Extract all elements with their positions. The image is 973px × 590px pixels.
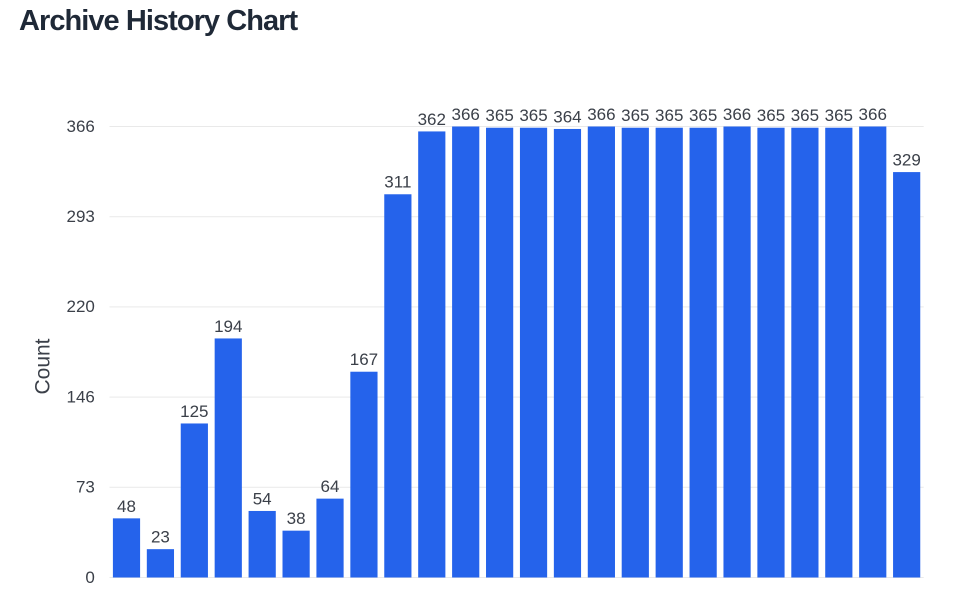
- svg-text:64: 64: [321, 477, 340, 496]
- svg-text:125: 125: [180, 402, 208, 421]
- svg-text:54: 54: [253, 489, 272, 508]
- svg-text:293: 293: [67, 207, 95, 226]
- svg-text:167: 167: [350, 350, 378, 369]
- svg-text:365: 365: [655, 106, 683, 125]
- svg-text:365: 365: [621, 106, 649, 125]
- svg-text:Count: Count: [32, 338, 55, 394]
- svg-text:366: 366: [452, 105, 480, 124]
- svg-text:38: 38: [287, 509, 306, 528]
- svg-text:365: 365: [825, 106, 853, 125]
- svg-text:73: 73: [76, 478, 95, 497]
- svg-text:362: 362: [418, 110, 446, 129]
- svg-text:365: 365: [689, 106, 717, 125]
- svg-text:329: 329: [892, 150, 920, 169]
- svg-text:311: 311: [384, 173, 411, 192]
- svg-text:365: 365: [519, 106, 547, 125]
- svg-text:0: 0: [85, 568, 94, 587]
- svg-text:366: 366: [859, 105, 887, 124]
- svg-text:220: 220: [67, 297, 95, 316]
- svg-text:23: 23: [151, 528, 170, 547]
- svg-text:366: 366: [587, 105, 615, 124]
- svg-text:366: 366: [67, 117, 95, 136]
- svg-text:365: 365: [791, 106, 819, 125]
- svg-text:146: 146: [67, 387, 95, 406]
- svg-text:48: 48: [117, 497, 136, 516]
- svg-text:364: 364: [553, 107, 581, 126]
- svg-text:365: 365: [757, 106, 785, 125]
- svg-text:194: 194: [214, 317, 242, 336]
- svg-text:366: 366: [723, 105, 751, 124]
- svg-text:365: 365: [485, 106, 513, 125]
